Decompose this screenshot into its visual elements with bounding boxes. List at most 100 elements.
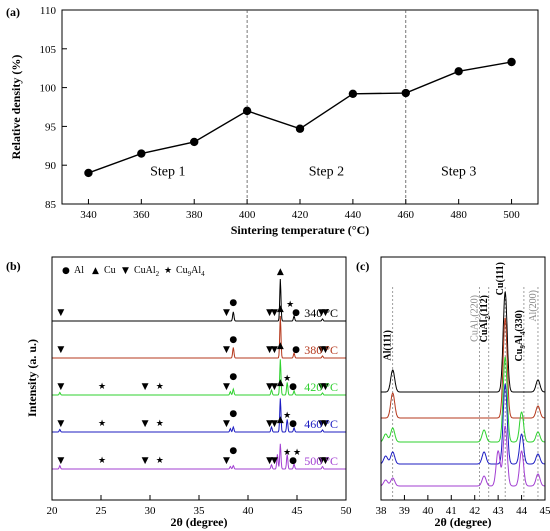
xrd-zoom-series-line bbox=[380, 383, 545, 465]
legend-label: Cu9Al4 bbox=[176, 265, 205, 278]
phase-marker: ★ bbox=[283, 448, 291, 458]
density-x-tick-label: 460 bbox=[398, 209, 415, 221]
density-y-tick-label: 100 bbox=[40, 83, 57, 95]
xrd-zoom-x-tick-label: 38 bbox=[376, 505, 388, 517]
series-temperature-label: 340 °C bbox=[304, 306, 338, 320]
phase-marker: ▼ bbox=[322, 419, 329, 429]
reflection-label: Al(111) bbox=[383, 330, 394, 361]
legend-label: Cu bbox=[104, 265, 116, 276]
legend-label: CuAl2 bbox=[134, 265, 160, 278]
phase-marker: ▼ bbox=[266, 382, 273, 392]
series-temperature-label: 500 °C bbox=[304, 454, 338, 468]
phase-marker: ▲ bbox=[277, 341, 284, 351]
phase-marker: ● bbox=[292, 308, 300, 318]
phase-marker: ▼ bbox=[271, 419, 278, 429]
density-x-tick-label: 360 bbox=[133, 209, 150, 221]
legend-marker: ▲ bbox=[92, 266, 99, 276]
phase-marker: ▼ bbox=[322, 345, 329, 355]
xrd-zoom-x-tick-label: 42 bbox=[469, 505, 480, 517]
panel-a-label: (a) bbox=[6, 5, 20, 19]
density-y-tick-label: 90 bbox=[45, 160, 57, 172]
panel-b-label: (b) bbox=[6, 259, 21, 273]
density-x-tick-label: 500 bbox=[503, 209, 520, 221]
density-point bbox=[401, 88, 410, 98]
phase-marker: ▼ bbox=[57, 308, 64, 318]
xrd-legend: ● Al ▲ Cu ▼ CuAl2 ★ Cu9Al4 bbox=[62, 265, 205, 278]
xrd-full-x-tick-label: 35 bbox=[194, 505, 206, 517]
phase-marker: ▼ bbox=[142, 456, 149, 466]
panel-c-label: (c) bbox=[356, 259, 369, 273]
phase-marker: ▼ bbox=[57, 345, 64, 355]
xrd-zoom-series-line bbox=[381, 317, 545, 419]
xrd-zoom-x-tick-label: 41 bbox=[446, 505, 457, 517]
xrd-zoom-plot-frame bbox=[380, 256, 546, 501]
step-label: Step 1 bbox=[150, 164, 185, 179]
xrd-full-x-tick-label: 50 bbox=[341, 505, 353, 517]
step-label: Step 3 bbox=[441, 164, 476, 179]
density-chart: (a) 340 360 380 400 420 440 460 480 500 85 90 95 100… bbox=[6, 5, 539, 237]
density-x-tick-label: 380 bbox=[186, 209, 203, 221]
density-x-tick-label: 440 bbox=[345, 209, 362, 221]
reflection-label: CuAl2(220) bbox=[469, 295, 482, 342]
density-y-tick-label: 110 bbox=[40, 5, 57, 17]
reflection-label: CuAl2(112) bbox=[479, 295, 492, 342]
legend-marker: ★ bbox=[164, 266, 172, 276]
xrd-full-x-tick-label: 40 bbox=[243, 505, 255, 517]
phase-marker: ▼ bbox=[271, 345, 278, 355]
phase-marker: ▼ bbox=[318, 345, 325, 355]
xrd-full-x-tick-label: 45 bbox=[292, 505, 304, 517]
phase-marker: ● bbox=[229, 409, 237, 419]
xrd-zoom-x-tick-label: 44 bbox=[516, 505, 528, 517]
phase-marker: ▼ bbox=[142, 419, 149, 429]
phase-marker: ▼ bbox=[223, 345, 230, 355]
density-y-axis-label: Relative density (%) bbox=[9, 55, 23, 160]
phase-marker: ▼ bbox=[57, 419, 64, 429]
phase-marker: ▼ bbox=[223, 308, 230, 318]
phase-marker: ▼ bbox=[271, 456, 278, 466]
xrd-series-line bbox=[52, 278, 346, 322]
reflection-label: Al(200) bbox=[528, 290, 539, 322]
xrd-full-x-tick-label: 25 bbox=[96, 505, 108, 517]
density-point bbox=[242, 106, 252, 116]
xrd-full-chart: (b) ● Al ▲ Cu ▼ CuAl2 ★ Cu9Al4 ▼ ▼●▼▼▲★● ▼▼▼ ▼●▼▼▲… bbox=[6, 256, 353, 529]
legend-marker: ▼ bbox=[122, 266, 129, 276]
density-point bbox=[295, 124, 305, 133]
density-series-line bbox=[88, 61, 512, 174]
phase-marker: ● bbox=[229, 372, 237, 382]
density-y-tick-label: 85 bbox=[45, 199, 57, 211]
xrd-series-line bbox=[52, 398, 346, 433]
density-x-tick-label: 420 bbox=[292, 209, 309, 221]
density-point bbox=[137, 149, 146, 158]
phase-marker: ▼ bbox=[318, 308, 325, 318]
phase-marker: ▲ bbox=[277, 415, 284, 425]
legend-label: Al bbox=[74, 265, 84, 276]
phase-marker: ★ bbox=[286, 300, 294, 310]
density-y-tick-label: 95 bbox=[45, 121, 57, 133]
xrd-series-line bbox=[52, 315, 346, 359]
phase-marker: ★ bbox=[98, 382, 106, 392]
xrd-zoom-x-tick-label: 45 bbox=[540, 505, 550, 517]
xrd-zoom-x-tick-label: 40 bbox=[422, 505, 434, 517]
xrd-series-line bbox=[52, 443, 346, 470]
phase-marker: ▼ bbox=[266, 345, 273, 355]
xrd-full-x-axis-label: 2θ (degree) bbox=[170, 515, 227, 529]
density-x-axis-label: Sintering temperature (°C) bbox=[231, 223, 370, 237]
density-point bbox=[348, 89, 358, 99]
phase-marker: ● bbox=[229, 446, 237, 456]
phase-marker: ▼ bbox=[271, 382, 278, 392]
phase-marker: ● bbox=[289, 382, 297, 392]
phase-marker: ★ bbox=[283, 411, 291, 421]
phase-marker: ● bbox=[229, 335, 237, 345]
density-point bbox=[190, 137, 199, 147]
xrd-zoom-x-tick-label: 43 bbox=[493, 505, 505, 517]
phase-marker: ▼ bbox=[318, 419, 325, 429]
phase-marker: ▲ bbox=[277, 267, 284, 277]
phase-marker: ▼ bbox=[223, 419, 230, 429]
xrd-zoom-series-line bbox=[380, 356, 545, 443]
reflection-label: Cu9Al4(330) bbox=[514, 310, 527, 361]
density-point bbox=[454, 67, 463, 76]
phase-marker: ▼ bbox=[266, 456, 273, 466]
phase-marker: ● bbox=[289, 456, 297, 466]
xrd-zoom-x-axis-label: 2θ (degree) bbox=[434, 515, 491, 529]
